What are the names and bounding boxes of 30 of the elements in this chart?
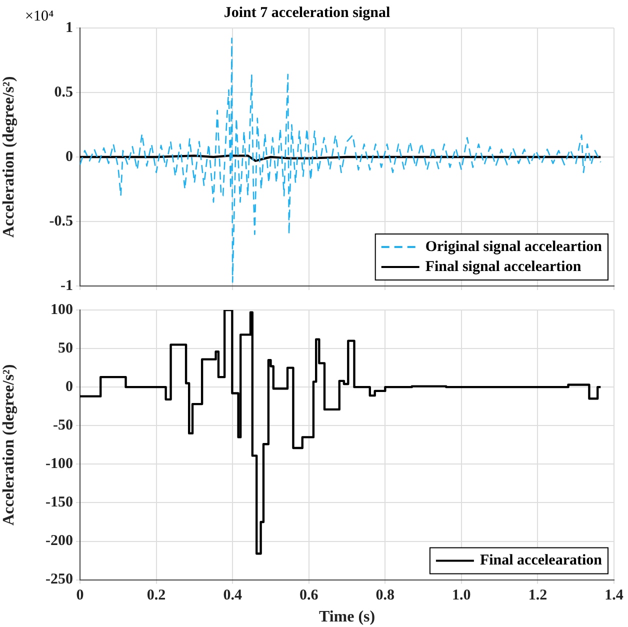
legend-label: Final accelearation	[480, 552, 603, 569]
y-tick-label: 50	[58, 340, 73, 356]
line-series	[80, 38, 602, 283]
x-tick-label: 0	[76, 588, 84, 604]
x-tick-label: 1.2	[528, 588, 548, 604]
y-tick-label: -200	[46, 533, 73, 550]
x-tick-label: 0.2	[146, 588, 166, 604]
x-tick-label: 0.4	[223, 588, 242, 604]
y-tick-label: 100	[50, 302, 73, 318]
legend-label: Original signal acceleartion	[425, 238, 603, 255]
y-axis-title: Acceleration (degree/s²)	[0, 364, 18, 526]
x-tick-label: 0.6	[299, 588, 319, 604]
x-axis-title: Time (s)	[318, 608, 376, 626]
text: ×10⁴	[25, 8, 54, 24]
y-axis-title: Acceleration (degree/s²)	[0, 76, 18, 238]
y-tick-label: 1	[66, 20, 73, 36]
y-tick-label: 0	[66, 148, 73, 165]
legend-label: Final signal acceleartion	[425, 258, 582, 275]
x-tick-label: 1.0	[452, 588, 471, 604]
x-tick-label: 1.4	[604, 588, 624, 604]
chart-title: Joint 7 acceleration signal	[224, 4, 390, 21]
y-tick-label: -50	[53, 418, 73, 434]
x-tick-label: 0.8	[376, 588, 395, 604]
y-tick-label: -100	[46, 456, 73, 472]
y-tick-label: -250	[46, 572, 73, 588]
y-tick-label: -0.5	[49, 213, 73, 230]
y-tick-label: -1	[60, 278, 73, 294]
y-tick-label: 0.5	[54, 84, 73, 100]
y-tick-label: 0	[66, 378, 73, 395]
y-tick-label: -150	[46, 494, 73, 511]
